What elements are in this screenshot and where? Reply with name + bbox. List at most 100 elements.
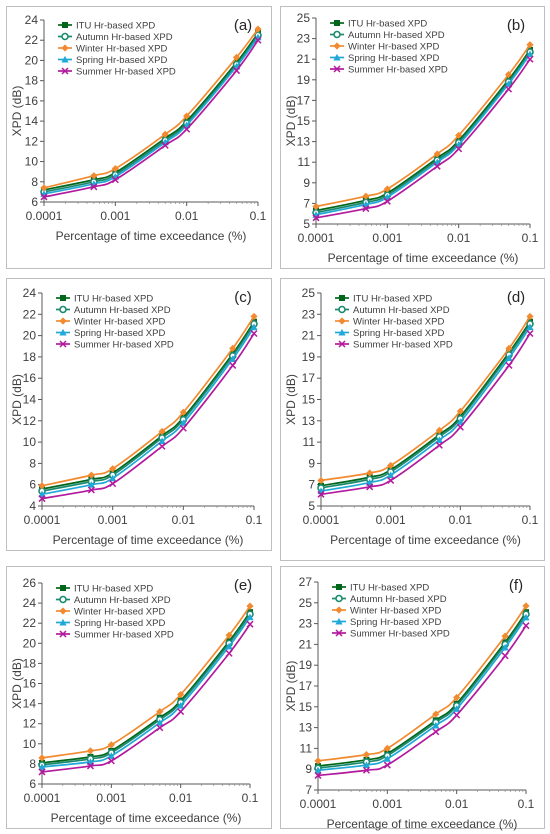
data-point xyxy=(435,441,443,449)
x-tick-label: 0.0001 xyxy=(303,513,340,527)
y-tick-label: 22 xyxy=(23,616,37,630)
chart-panel: 4 6 8 10 12 14 16 18 20 22 24 0.0001 0.001 0.01 0.1 XPD… xyxy=(6,278,272,551)
y-tick-label: 24 xyxy=(23,286,37,300)
legend-label: Autumn Hr-based XPD xyxy=(74,595,171,606)
data-point xyxy=(38,763,46,770)
y-tick-label: 20 xyxy=(23,636,37,650)
x-tick-label: 0.1 xyxy=(518,797,535,811)
data-point xyxy=(455,131,463,140)
data-point xyxy=(526,41,534,49)
panel-label: (a) xyxy=(234,17,252,34)
x-tick-label: 0.001 xyxy=(372,231,402,245)
data-point xyxy=(505,354,513,361)
legend-marker xyxy=(333,30,341,39)
data-point xyxy=(387,461,395,470)
x-tick-label: 0.01 xyxy=(175,209,199,223)
chart-panel: 7 9 11 13 15 17 19 21 23 25 27 0.0001 0.001 0.01 0.1 XP… xyxy=(280,566,545,831)
legend-label: Spring Hr-based XPD xyxy=(74,328,165,339)
legend-marker xyxy=(338,305,346,314)
legend-marker xyxy=(59,328,67,336)
x-tick-label: 0.01 xyxy=(445,797,469,811)
data-point xyxy=(38,482,46,490)
legend-marker xyxy=(338,340,346,348)
data-point xyxy=(501,632,509,640)
legend-marker xyxy=(59,618,67,626)
panel-label: (d) xyxy=(507,289,525,306)
y-axis-title: XPD (dB) xyxy=(284,96,298,147)
data-point xyxy=(453,693,461,702)
y-tick-label: 23 xyxy=(302,307,316,321)
y-tick-label: 19 xyxy=(299,658,313,672)
data-point xyxy=(366,469,374,477)
y-tick-label: 15 xyxy=(299,700,313,714)
data-point xyxy=(383,197,391,205)
data-point xyxy=(362,761,371,769)
legend-label: Winter Hr-based XPD xyxy=(76,44,167,55)
y-tick-label: 23 xyxy=(299,617,313,631)
data-point xyxy=(161,130,169,138)
data-point xyxy=(225,631,233,639)
panel-frame xyxy=(6,278,272,551)
legend-label: Autumn Hr-based XPD xyxy=(350,594,447,605)
data-point xyxy=(250,323,258,331)
y-tick-label: 12 xyxy=(23,414,37,428)
legend-marker xyxy=(333,65,341,73)
legend-marker xyxy=(335,606,343,614)
y-tick-label: 16 xyxy=(23,677,37,691)
data-point xyxy=(433,150,441,158)
x-tick-label: 0.0001 xyxy=(24,513,61,527)
y-tick-label: 14 xyxy=(23,393,37,407)
x-tick-label: 0.1 xyxy=(522,513,539,527)
data-point xyxy=(526,55,534,63)
data-point xyxy=(317,476,325,485)
y-tick-label: 4 xyxy=(29,499,36,513)
data-point xyxy=(504,71,513,79)
data-point xyxy=(505,344,513,352)
y-tick-label: 9 xyxy=(308,456,315,470)
data-point xyxy=(179,419,187,426)
x-axis-title: Percentage of time exceedance (%) xyxy=(56,229,247,243)
data-point xyxy=(107,741,115,749)
legend-label: Summer Hr-based XPD xyxy=(353,340,453,351)
y-tick-label: 12 xyxy=(23,717,37,731)
data-point xyxy=(38,768,46,776)
panel-frame xyxy=(280,6,545,269)
legend-label: Summer Hr-based XPD xyxy=(74,630,174,641)
y-tick-label: 27 xyxy=(299,575,313,589)
data-point xyxy=(456,407,464,415)
y-tick-label: 18 xyxy=(23,656,37,670)
y-tick-label: 17 xyxy=(297,93,311,107)
x-tick-label: 0.01 xyxy=(447,231,471,245)
y-tick-label: 20 xyxy=(23,329,37,343)
data-point xyxy=(456,423,464,431)
legend-marker xyxy=(335,594,343,603)
y-tick-label: 9 xyxy=(305,762,312,776)
x-axis-title: Percentage of time exceedance (%) xyxy=(51,811,242,825)
data-point xyxy=(86,747,95,755)
data-point xyxy=(225,649,233,657)
legend-marker xyxy=(59,595,67,604)
y-tick-label: 13 xyxy=(297,135,311,149)
panel-frame xyxy=(6,6,272,269)
data-point xyxy=(225,642,233,650)
y-tick-label: 25 xyxy=(297,11,311,25)
y-tick-label: 6 xyxy=(31,195,38,209)
legend-label: Winter Hr-based XPD xyxy=(348,42,439,53)
data-point xyxy=(312,214,320,222)
legend-label: Winter Hr-based XPD xyxy=(74,607,165,618)
panel-frame xyxy=(280,566,545,829)
x-tick-label: 0.01 xyxy=(172,513,196,527)
y-tick-label: 19 xyxy=(297,73,311,87)
x-tick-label: 0.1 xyxy=(242,791,259,805)
legend-label: Summer Hr-based XPD xyxy=(348,65,448,76)
data-point xyxy=(246,602,254,610)
data-point xyxy=(156,724,164,732)
data-point xyxy=(314,771,322,779)
data-point xyxy=(505,361,513,369)
data-point xyxy=(183,112,191,120)
data-point xyxy=(362,192,370,200)
legend-label: Autumn Hr-based XPD xyxy=(76,32,173,43)
data-point xyxy=(383,755,391,762)
y-tick-label: 8 xyxy=(31,175,38,189)
y-tick-label: 15 xyxy=(302,393,316,407)
